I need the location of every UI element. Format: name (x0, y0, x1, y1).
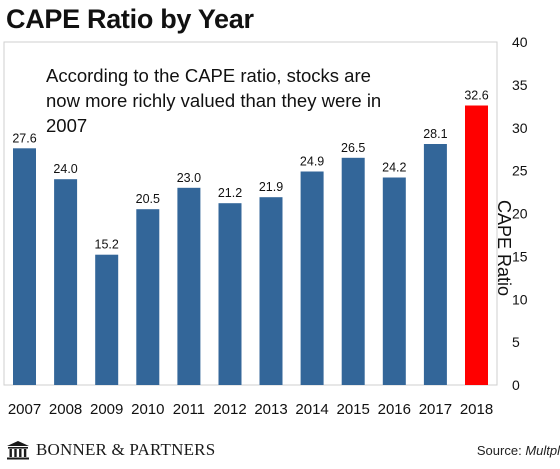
bar-2008 (54, 179, 78, 385)
brand-name: BONNER & PARTNERS (36, 440, 216, 459)
bar-2017 (423, 144, 447, 385)
plot-frame (3, 41, 498, 386)
value-label-2009: 15.2 (95, 238, 119, 252)
y-tick-10: 10 (512, 291, 528, 307)
columned-building-icon (7, 441, 29, 460)
y-tick-35: 35 (512, 77, 528, 93)
y-tick-5: 5 (512, 334, 520, 350)
value-label-2010: 20.5 (136, 192, 160, 206)
source-prefix: Source: (476, 443, 526, 458)
bar-2013 (259, 197, 283, 385)
brand-logo: BONNER & PARTNERS (6, 440, 215, 460)
value-label-2018: 32.6 (464, 89, 488, 103)
value-label-2017: 28.1 (423, 127, 447, 141)
x-tick-2016: 2016 (378, 401, 411, 418)
bar-2011 (177, 187, 201, 385)
x-tick-2015: 2015 (337, 401, 370, 418)
bar-2014 (300, 171, 324, 385)
y-axis-label: CAPE Ratio (494, 200, 514, 297)
value-labels-group: 27.6 24.0 15.2 20.5 23.0 21.2 21.9 24.9 26.5 24.2… (12, 89, 488, 252)
value-label-2011: 23.0 (177, 171, 201, 185)
x-tick-2014: 2014 (295, 401, 328, 418)
bar-2009 (95, 254, 119, 385)
x-tick-labels-group: 2007 2008 2009 2010 2011 2012 2013 2014 2015 2016… (8, 401, 493, 418)
y-tick-30: 30 (512, 120, 528, 136)
bars-group (13, 105, 488, 385)
x-tick-2017: 2017 (419, 401, 452, 418)
y-tick-40: 40 (512, 34, 528, 50)
value-label-2014: 24.9 (300, 155, 324, 169)
y-tick-0: 0 (512, 377, 520, 393)
x-tick-2012: 2012 (213, 401, 246, 418)
value-label-2012: 21.2 (218, 186, 242, 200)
y-tick-20: 20 (512, 206, 528, 222)
value-label-2007: 27.6 (12, 131, 36, 145)
value-label-2016: 24.2 (382, 161, 406, 175)
x-tick-2011: 2011 (173, 401, 205, 418)
bar-2012 (218, 203, 242, 385)
source-note: Source: Multpl (477, 443, 560, 458)
x-tick-2009: 2009 (90, 401, 123, 418)
x-tick-2013: 2013 (254, 401, 287, 418)
value-label-2015: 26.5 (341, 141, 365, 155)
y-tick-25: 25 (512, 163, 528, 179)
y-tick-15: 15 (512, 248, 528, 264)
value-label-2013: 21.9 (259, 180, 283, 194)
x-tick-2008: 2008 (49, 401, 82, 418)
x-tick-2010: 2010 (131, 401, 164, 418)
y-tick-labels-group: 0 5 10 15 20 25 30 35 40 (512, 34, 528, 393)
bar-2010 (136, 209, 160, 385)
source-name: Multpl (525, 443, 560, 458)
bar-2018 (465, 105, 488, 385)
value-label-2008: 24.0 (53, 162, 77, 176)
bar-2007 (13, 148, 36, 385)
x-tick-2018: 2018 (460, 401, 493, 418)
bar-2015 (341, 157, 365, 385)
chart-title: CAPE Ratio by Year (6, 4, 254, 34)
x-tick-2007: 2007 (8, 401, 41, 418)
bar-2016 (382, 177, 406, 385)
chart-annotation: According to the CAPE ratio, stocks are … (46, 65, 382, 136)
